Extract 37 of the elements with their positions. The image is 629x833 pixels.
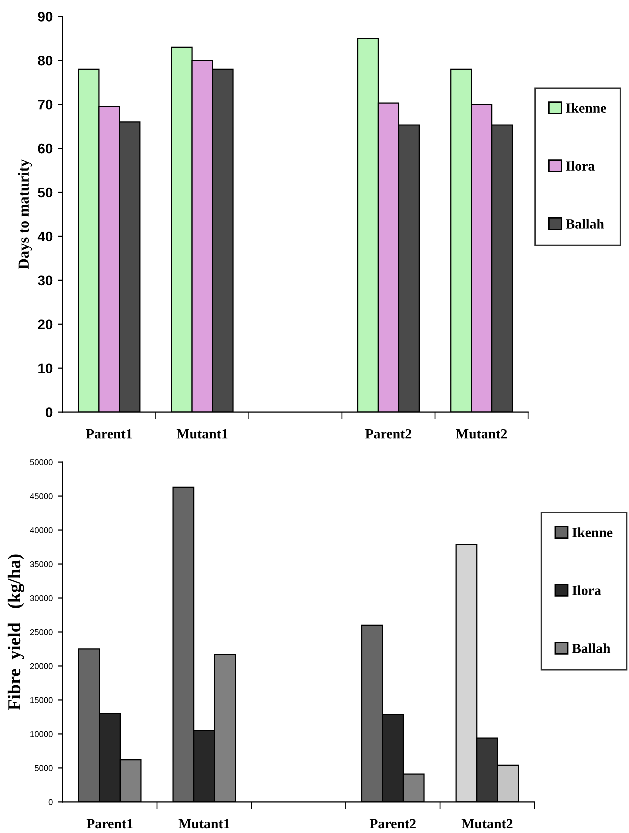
legend-label: Ilora — [566, 161, 595, 171]
legend-label: Ballah — [566, 219, 604, 229]
y-tick-label: 15000 — [30, 697, 53, 704]
y-tick-label: 10000 — [30, 731, 53, 738]
y-tick-label: 5000 — [34, 765, 53, 772]
y-tick-label: 30 — [38, 276, 53, 286]
x-tick-label: Mutant1 — [176, 429, 228, 439]
x-tick-label: Parent1 — [86, 429, 132, 439]
y-tick-label: 30000 — [30, 595, 53, 602]
x-tick-label: Mutant2 — [456, 429, 508, 439]
y-tick-label: 0 — [48, 799, 53, 806]
x-tick-label: Parent1 — [86, 819, 133, 829]
y-tick-label: 50 — [38, 188, 53, 198]
x-tick-label: Parent2 — [370, 819, 416, 829]
y-axis-title: Fibre yield (kg/ha) — [8, 554, 24, 710]
y-tick-label: 40 — [38, 232, 53, 242]
x-tick-label: Parent2 — [366, 429, 412, 439]
legend-label: Ballah — [572, 644, 611, 654]
y-tick-label: 0 — [46, 408, 53, 418]
y-tick-label: 50000 — [30, 460, 53, 466]
y-tick-label: 25000 — [30, 629, 53, 636]
y-axis-title: Days to maturity — [18, 159, 32, 270]
x-tick-label: Mutant2 — [462, 819, 513, 829]
y-tick-label: 40000 — [30, 527, 53, 534]
legend-label: Ikenne — [572, 528, 613, 538]
legend-label: Ikenne — [566, 103, 606, 113]
legend-label: Ilora — [572, 586, 602, 596]
y-tick-label: 45000 — [30, 494, 53, 500]
y-tick-label: 90 — [38, 12, 53, 22]
x-tick-label: Mutant1 — [178, 819, 230, 829]
y-tick-label: 70 — [38, 100, 53, 110]
y-tick-label: 35000 — [30, 561, 53, 568]
y-tick-label: 20000 — [30, 663, 53, 670]
y-tick-label: 60 — [38, 144, 53, 154]
y-tick-label: 80 — [38, 56, 53, 66]
y-tick-label: 20 — [38, 320, 53, 330]
y-tick-label: 10 — [38, 364, 53, 374]
